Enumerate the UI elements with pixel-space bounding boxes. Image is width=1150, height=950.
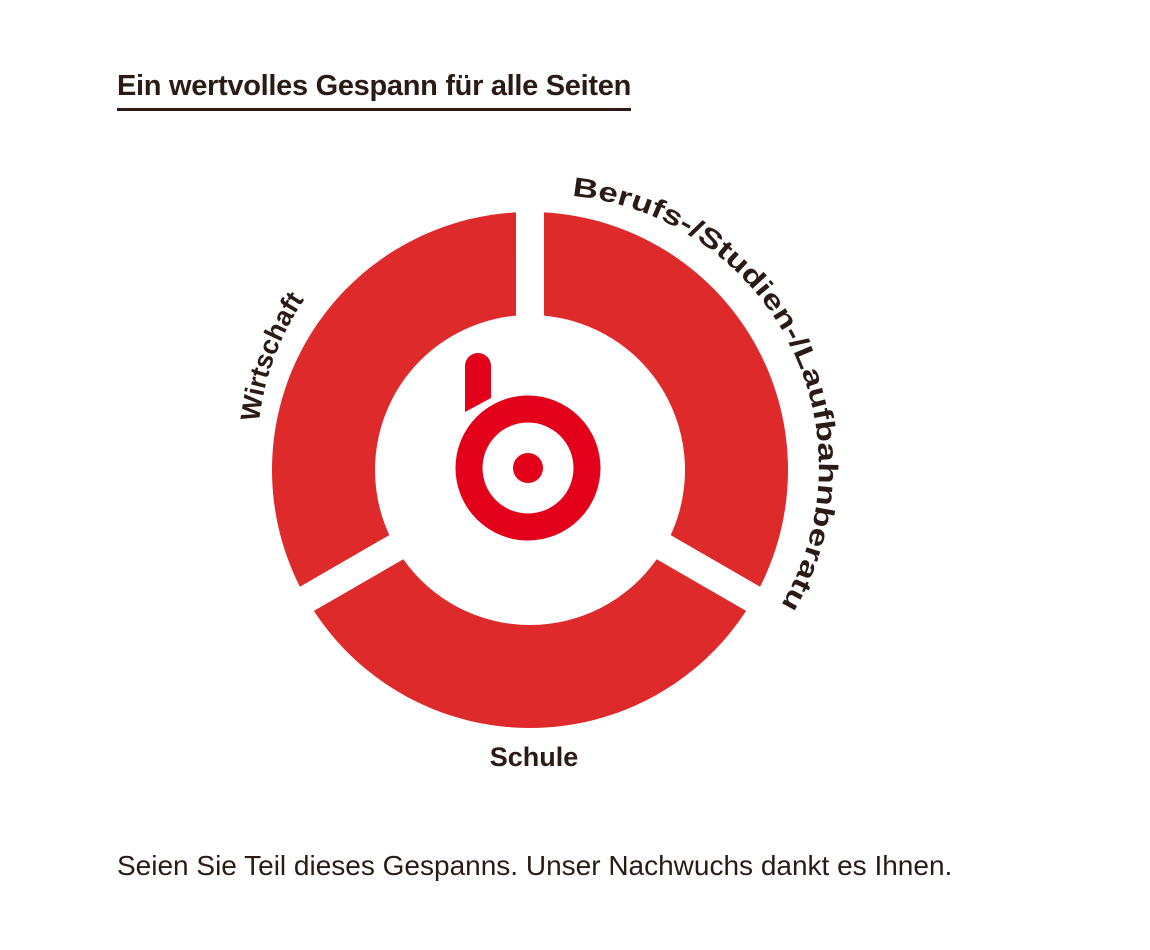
segment-schule (313, 559, 747, 728)
logo-stem (465, 353, 491, 412)
label-schule: Schule (490, 742, 579, 772)
segment-beratung (543, 212, 789, 587)
logo-dot (513, 453, 543, 483)
ring-segments (272, 212, 789, 728)
b-logo-icon (455, 353, 601, 541)
segment-wirtschaft (272, 212, 517, 587)
logo-ring (455, 395, 601, 541)
footer-text: Seien Sie Teil dieses Gespanns. Unser Na… (117, 850, 953, 881)
page-title: Ein wertvolles Gespann für alle Seiten (117, 70, 631, 111)
